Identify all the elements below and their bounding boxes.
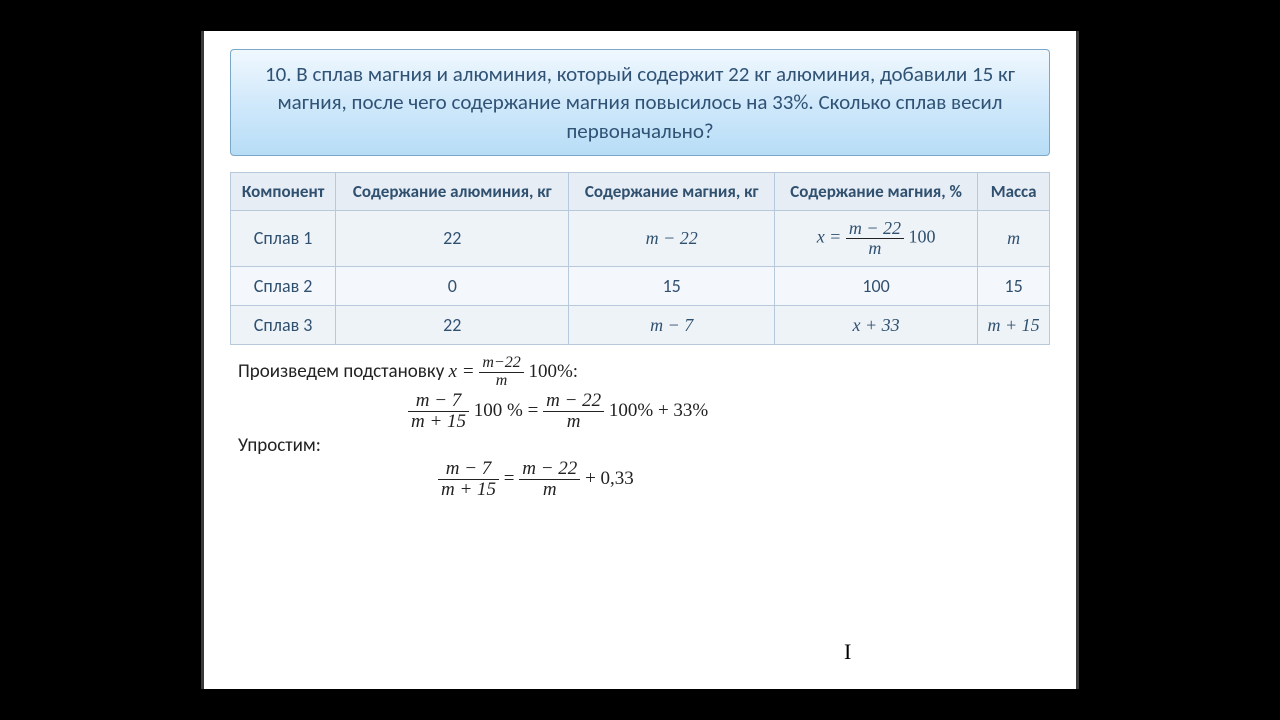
work-line-1: Произведем подстановку x = m−22m 100%:	[238, 355, 1050, 390]
col-magnesium-kg: Содержание магния, кг	[569, 173, 775, 211]
fraction: m − 7m + 15	[408, 391, 469, 432]
row2-mg-kg: 15	[569, 266, 775, 305]
row3-aluminum: 22	[336, 305, 569, 344]
row1-mass: m	[978, 211, 1050, 267]
table-header-row: Компонент Содержание алюминия, кг Содерж…	[231, 173, 1050, 211]
row1-mg-kg: m − 22	[569, 211, 775, 267]
problem-text: 10. В сплав магния и алюминия, который с…	[265, 61, 1015, 144]
work-line-3: Упростим:	[238, 434, 1050, 457]
row3-mg-pct: x + 33	[774, 305, 977, 344]
fraction: m − 22m	[519, 459, 580, 500]
row1-aluminum: 22	[336, 211, 569, 267]
row2-label: Сплав 2	[231, 266, 336, 305]
fraction: m − 22m	[846, 219, 904, 258]
row3-mg-kg: m − 7	[569, 305, 775, 344]
work-line-4: m − 7m + 15 = m − 22m + 0,33	[238, 459, 1050, 500]
row2-mg-pct: 100	[774, 266, 977, 305]
row1-mg-pct: x = m − 22m 100	[774, 211, 977, 267]
fraction: m − 22m	[543, 391, 604, 432]
fraction: m−22m	[479, 355, 523, 390]
row3-mass: m + 15	[978, 305, 1050, 344]
col-component: Компонент	[231, 173, 336, 211]
text-cursor-icon: I	[844, 639, 851, 665]
problem-statement: 10. В сплав магния и алюминия, который с…	[230, 49, 1050, 156]
fraction: m − 7m + 15	[438, 459, 499, 500]
row1-label: Сплав 1	[231, 211, 336, 267]
alloy-table: Компонент Содержание алюминия, кг Содерж…	[230, 172, 1050, 345]
work-line-2: m − 7m + 15 100 % = m − 22m 100% + 33%	[238, 391, 1050, 432]
table-row: Сплав 2 0 15 100 15	[231, 266, 1050, 305]
table-row: Сплав 1 22 m − 22 x = m − 22m 100 m	[231, 211, 1050, 267]
solution-work: Произведем подстановку x = m−22m 100%: m…	[230, 355, 1050, 500]
col-aluminum: Содержание алюминия, кг	[336, 173, 569, 211]
table-row: Сплав 3 22 m − 7 x + 33 m + 15	[231, 305, 1050, 344]
col-magnesium-pct: Содержание магния, %	[774, 173, 977, 211]
row3-label: Сплав 3	[231, 305, 336, 344]
col-mass: Масса	[978, 173, 1050, 211]
row2-aluminum: 0	[336, 266, 569, 305]
slide-page: 10. В сплав магния и алюминия, который с…	[201, 31, 1079, 689]
row2-mass: 15	[978, 266, 1050, 305]
